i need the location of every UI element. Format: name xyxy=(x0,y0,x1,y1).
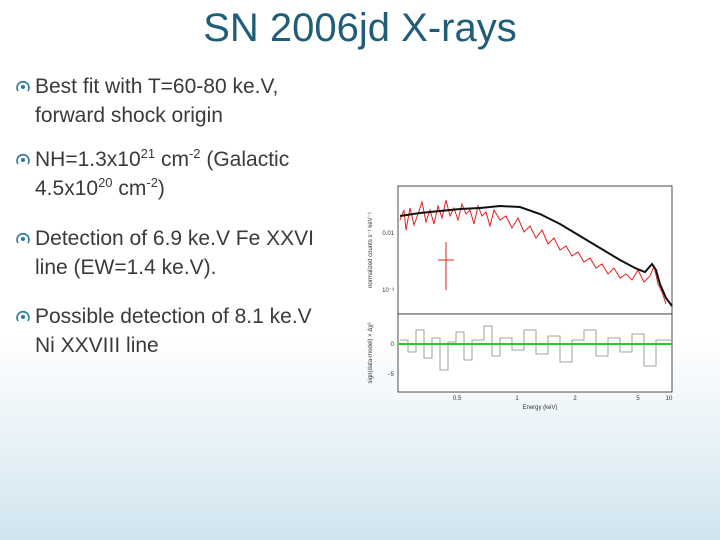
bullet-line: line (EW=1.4 ke.V). xyxy=(35,256,217,279)
bullet-icon xyxy=(16,232,30,244)
y-tick-label: 0.01 xyxy=(382,231,394,237)
bullet-icon xyxy=(16,310,30,322)
residuals xyxy=(400,325,672,371)
bullet: Best fit with T=60-80 ke.V, forward shoc… xyxy=(16,72,278,130)
x-axis-label: Energy (keV) xyxy=(522,405,557,411)
superscript: -2 xyxy=(146,175,158,190)
data-points xyxy=(399,199,667,305)
bottom-panel xyxy=(397,313,673,393)
text: NH=1.3x10 xyxy=(35,148,141,171)
bullet-line: Ni XXVIII line xyxy=(35,334,159,357)
bullet-line: forward shock origin xyxy=(35,104,223,127)
slide-title: SN 2006jd X-rays xyxy=(203,6,517,50)
x-tick-label: 0.5 xyxy=(453,396,462,402)
text: 4.5x10 xyxy=(35,177,99,200)
text: cm xyxy=(112,177,147,200)
text: (Galactic xyxy=(200,148,290,171)
bullet-line: Detection of 6.9 ke.V Fe XXVI xyxy=(35,227,314,250)
text: ) xyxy=(157,177,165,200)
bullet: NH=1.3x1021 cm-2 (Galactic 4.5x1020 cm-2… xyxy=(16,145,289,203)
bullet-line: Best fit with T=60-80 ke.V, xyxy=(35,75,279,98)
superscript: -2 xyxy=(188,146,201,161)
superscript: 20 xyxy=(98,175,113,190)
x-tick-label: 1 xyxy=(515,396,519,402)
model-curve xyxy=(399,204,673,307)
y-tick-label: −5 xyxy=(387,372,395,378)
x-tick-label: 5 xyxy=(636,396,640,402)
x-tick-label: 10 xyxy=(666,396,673,402)
bullet: Detection of 6.9 ke.V Fe XXVI line (EW=1… xyxy=(16,224,314,282)
bullet-icon xyxy=(16,153,30,165)
superscript: 21 xyxy=(140,146,156,161)
bullet-line: NH=1.3x1021 cm-2 (Galactic xyxy=(35,145,289,174)
text: cm xyxy=(155,148,189,171)
y-axis-label: normalized counts s⁻¹ keV⁻¹ xyxy=(368,212,374,288)
x-tick-label: 2 xyxy=(573,396,577,402)
top-panel xyxy=(397,185,673,315)
spectrum-figure: normalized counts s⁻¹ keV⁻¹ sign(data-mo… xyxy=(368,185,673,411)
bullet: Possible detection of 8.1 ke.V Ni XXVIII… xyxy=(16,302,312,360)
y-tick-label: 0 xyxy=(391,342,395,348)
y-tick-label: 10⁻³ xyxy=(382,288,394,294)
bullet-line: 4.5x1020 cm-2) xyxy=(35,174,289,203)
y-axis-label: sign(data-model) × Δχ² xyxy=(368,322,374,383)
bullet-line: Possible detection of 8.1 ke.V xyxy=(35,305,312,328)
bullet-icon xyxy=(16,80,30,92)
